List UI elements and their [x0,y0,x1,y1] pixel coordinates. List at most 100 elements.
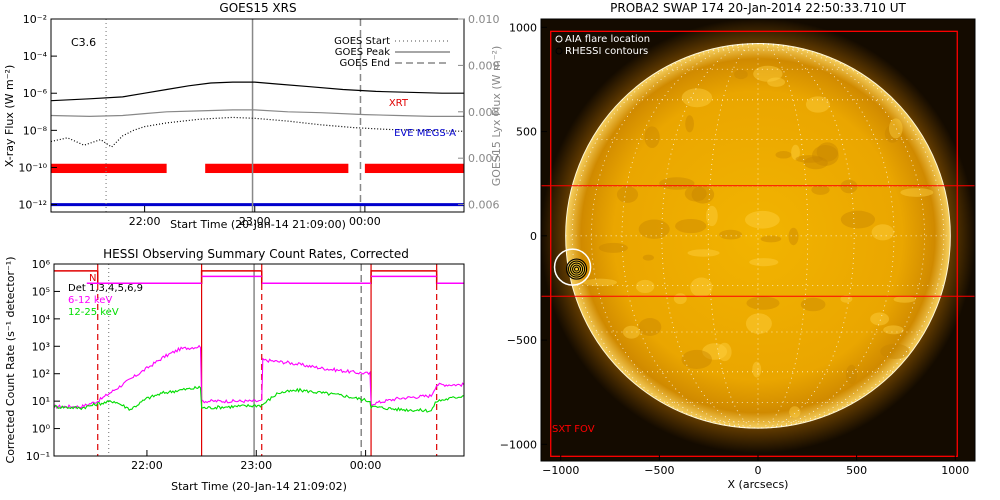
hessi-plot-area [54,264,464,456]
goes-series-2 [51,116,464,148]
sun-grid-lon [757,43,809,429]
sun-texture [789,406,801,418]
goes-y-tick-label: 10⁻⁴ [23,50,48,63]
goes-x-tick-label: 00:00 [349,215,381,228]
sun-grid-lon [572,43,759,429]
hessi-frame [53,263,465,457]
sun-texture [690,277,713,298]
sun-texture [840,210,876,229]
sun-texture [684,185,707,202]
hessi-y-tick-label: 10⁶ [32,258,51,271]
sun-texture [681,88,713,108]
sun-texture [803,156,828,170]
swap-x-tick-label: 0 [755,464,762,477]
sun-texture [805,96,830,113]
hessi-night-label: N [89,273,96,284]
goes-ylabel-right: GOES15 Lyx Flux (W m⁻²) [490,46,503,187]
swap-legend: AIA flare location RHESSI contours [555,34,650,57]
swap-x-tick-label: 1000 [941,464,969,477]
sun-grid-lon [707,43,759,429]
sun-texture [795,155,823,163]
sun-texture [775,151,792,159]
sun-texture [888,118,903,139]
swap-y-tick-label: 1000 [509,21,537,34]
goes-y-right-tick-label: 0.010 [468,13,500,26]
hessi-y-tick-label: 10⁰ [32,423,51,436]
rhessi-contour [566,258,588,280]
rhessi-contour [572,264,582,274]
goes-coverage-bar [51,163,167,174]
swap-x-tick-label: 500 [846,464,867,477]
swap-xlabel: X (arcsecs) [728,478,789,491]
hessi-y-tick-label: 10¹ [32,395,50,408]
sxt-fov-box [550,30,958,457]
sun-texture [760,235,782,243]
hessi-legend: Det 1,3,4,5,6,9 6-12 keV 12-25 keV [68,283,143,318]
goes-flare-class: C3.6 [71,36,96,49]
sun-texture [687,249,720,257]
rhessi-legend-marker [555,47,563,55]
sun-texture [767,77,786,87]
sun-texture [659,177,695,190]
rhessi-contour [570,262,584,276]
goes-x-tick-label: 23:00 [239,215,271,228]
goes-y-right-tick-label: 0.008 [468,106,500,119]
sun-texture [717,342,732,362]
sun-texture [746,296,780,310]
sun-texture [598,242,628,253]
sun-texture [745,313,772,334]
sun-texture [870,312,890,326]
goes-x-tick-label: 22:00 [129,215,161,228]
hessi-title: HESSI Observing Summary Count Rates, Cor… [103,247,409,261]
sun-texture [845,364,858,385]
sun-texture [638,318,662,336]
goes-xlabel: Start Time (20-Jan-14 21:09:00) [170,218,346,231]
hessi-y-tick-label: 10³ [32,340,50,353]
goes-y-tick-label: 10⁻¹² [18,199,47,212]
hessi-x-tick-label: 23:00 [240,459,272,472]
sun-texture [734,69,748,80]
sun-texture [638,219,670,239]
sun-texture [744,210,780,229]
swap-legend-rhessi: RHESSI contours [565,46,648,57]
sun-texture [691,185,715,204]
swap-y-tick-label: 0 [530,230,537,243]
swap-panel: PROBA2 SWAP 174 20-Jan-2014 22:50:33.710… [500,1,976,491]
sun-texture [753,65,783,82]
goes-series-0 [51,81,464,102]
sun-texture [840,295,853,303]
swap-image-area [541,19,975,461]
aia-flare-circle [553,248,592,286]
goes-coverage-bar [205,163,349,174]
hessi-y-tick-label: 10⁵ [32,285,50,298]
hessi-xlabel: Start Time (20-Jan-14 21:09:02) [171,480,347,493]
sun-texture [811,145,839,166]
sun-texture [675,218,707,234]
goes-title: GOES15 XRS [219,1,296,15]
goes-legend-start: GOES Start [334,36,390,47]
swap-y-tick-label: −1000 [500,438,537,451]
goes-legend-end: GOES End [340,58,390,69]
sun-texture [702,343,728,360]
hessi-panel: HESSI Observing Summary Count Rates, Cor… [4,247,465,493]
sun-texture [840,179,858,194]
goes-y-right-tick-label: 0.006 [468,199,500,212]
swap-x-tick-label: −500 [644,464,674,477]
goes-y-right-tick-label: 0.009 [468,59,500,72]
swap-x-tick-label: −1000 [542,464,579,477]
sun-texture [749,258,779,267]
hessi-x-tick-label: 22:00 [131,459,163,472]
sun-texture [893,296,916,303]
swap-legend-aia: AIA flare location [565,34,650,45]
swap-y-tick-label: −500 [507,334,537,347]
goes-panel: GOES15 XRS 10⁻² 10⁻⁴ 10⁻⁶ 10⁻⁸ 10⁻¹⁰ 10⁻¹² 0.0… [3,1,503,231]
sun-texture [644,126,660,149]
rhessi-contour [568,260,586,278]
sun-texture [871,224,894,241]
xrt-label: XRT [389,98,409,109]
goes-coverage-bar [364,163,464,174]
hessi-ylabel: Corrected Count Rate (s⁻¹ detector⁻¹) [4,257,17,464]
aia-legend-marker [555,35,563,43]
sun-texture [583,278,618,287]
